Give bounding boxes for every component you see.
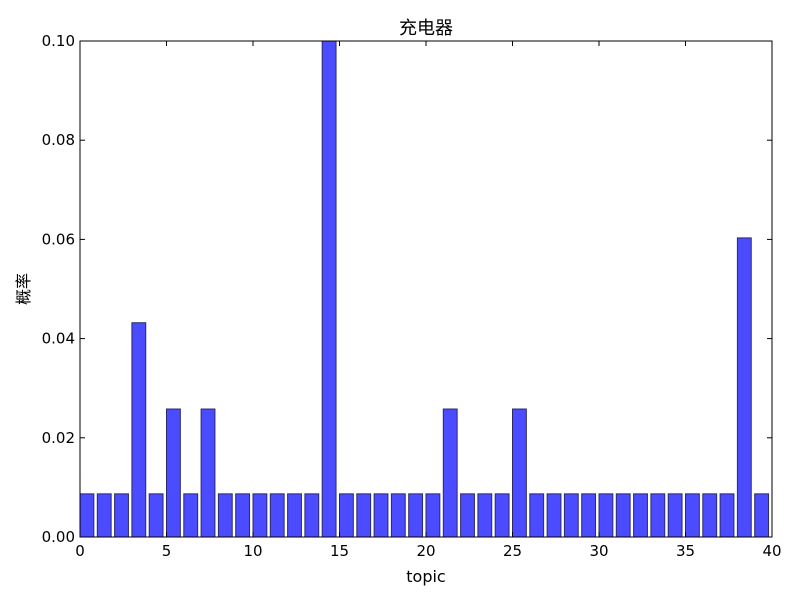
bar-topic-16 <box>356 493 372 538</box>
bar-topic-4 <box>148 493 164 538</box>
tick-labels-group: 0 5 10 15 20 25 30 35 40 0.00 0.02 0.04 0.06 0.08 0.10 <box>42 32 782 560</box>
bar-topic-29 <box>581 493 597 538</box>
bar-topic-22 <box>460 493 475 538</box>
bar-topic-10 <box>252 493 268 538</box>
bar-topic-21 <box>442 408 458 538</box>
bar-topic-12 <box>287 493 302 538</box>
bar-topic-3 <box>131 322 147 538</box>
bar-topic-33 <box>650 493 666 538</box>
bar-topic-6 <box>183 493 199 538</box>
y-axis-label: 概率 <box>14 273 33 305</box>
y-tick-label: 0.08 <box>42 131 75 149</box>
x-tick-label: 5 <box>162 542 172 560</box>
bar-topic-37 <box>719 493 735 538</box>
y-tick-label: 0.06 <box>42 230 75 248</box>
bar-topic-17 <box>373 493 389 538</box>
x-tick-label: 40 <box>762 542 781 560</box>
bar-topic-28 <box>563 493 579 538</box>
x-tick-label: 0 <box>75 542 85 560</box>
bar-topic-39 <box>754 493 770 538</box>
y-tick-label: 0.00 <box>42 528 75 546</box>
bar-topic-8 <box>217 493 233 538</box>
x-tick-label: 20 <box>416 542 435 560</box>
bar-topic-38 <box>736 237 752 538</box>
bar-topic-7 <box>200 408 216 538</box>
bar-topic-19 <box>408 493 424 538</box>
bar-topic-26 <box>529 493 545 538</box>
x-tick-label: 15 <box>330 542 349 560</box>
bar-topic-9 <box>235 493 251 538</box>
bar-topic-32 <box>633 493 648 538</box>
x-axis-label: topic <box>406 567 445 586</box>
bar-topic-31 <box>615 493 631 538</box>
x-tick-label: 35 <box>676 542 695 560</box>
bar-topic-35 <box>685 493 700 538</box>
bar-topic-24 <box>494 493 510 538</box>
bar-topic-30 <box>598 493 614 538</box>
x-tick-label: 30 <box>589 542 608 560</box>
y-tick-label: 0.10 <box>42 32 75 50</box>
ticks-group <box>79 40 773 538</box>
x-tick-label: 25 <box>503 542 522 560</box>
bar-topic-27 <box>546 493 562 538</box>
plot-frame <box>79 40 773 538</box>
bar-topic-0 <box>79 493 95 538</box>
bar-topic-20 <box>425 493 441 538</box>
bar-topic-18 <box>390 493 406 538</box>
bar-topic-11 <box>269 493 285 538</box>
bar-topic-23 <box>477 493 493 538</box>
bar-topic-1 <box>96 493 112 538</box>
x-tick-label: 10 <box>243 542 262 560</box>
bar-topic-36 <box>702 493 718 538</box>
bar-topic-2 <box>114 493 129 538</box>
bar-topic-25 <box>512 408 527 538</box>
y-tick-label: 0.02 <box>42 429 75 447</box>
y-tick-label: 0.04 <box>42 330 75 348</box>
chart-title: 充电器 <box>399 18 453 39</box>
bars-group <box>79 40 770 538</box>
bar-topic-5 <box>166 408 181 538</box>
bar-topic-13 <box>304 493 320 538</box>
bar-topic-15 <box>339 493 354 538</box>
bar-topic-34 <box>667 493 683 538</box>
bar-topic-14 <box>321 40 337 538</box>
